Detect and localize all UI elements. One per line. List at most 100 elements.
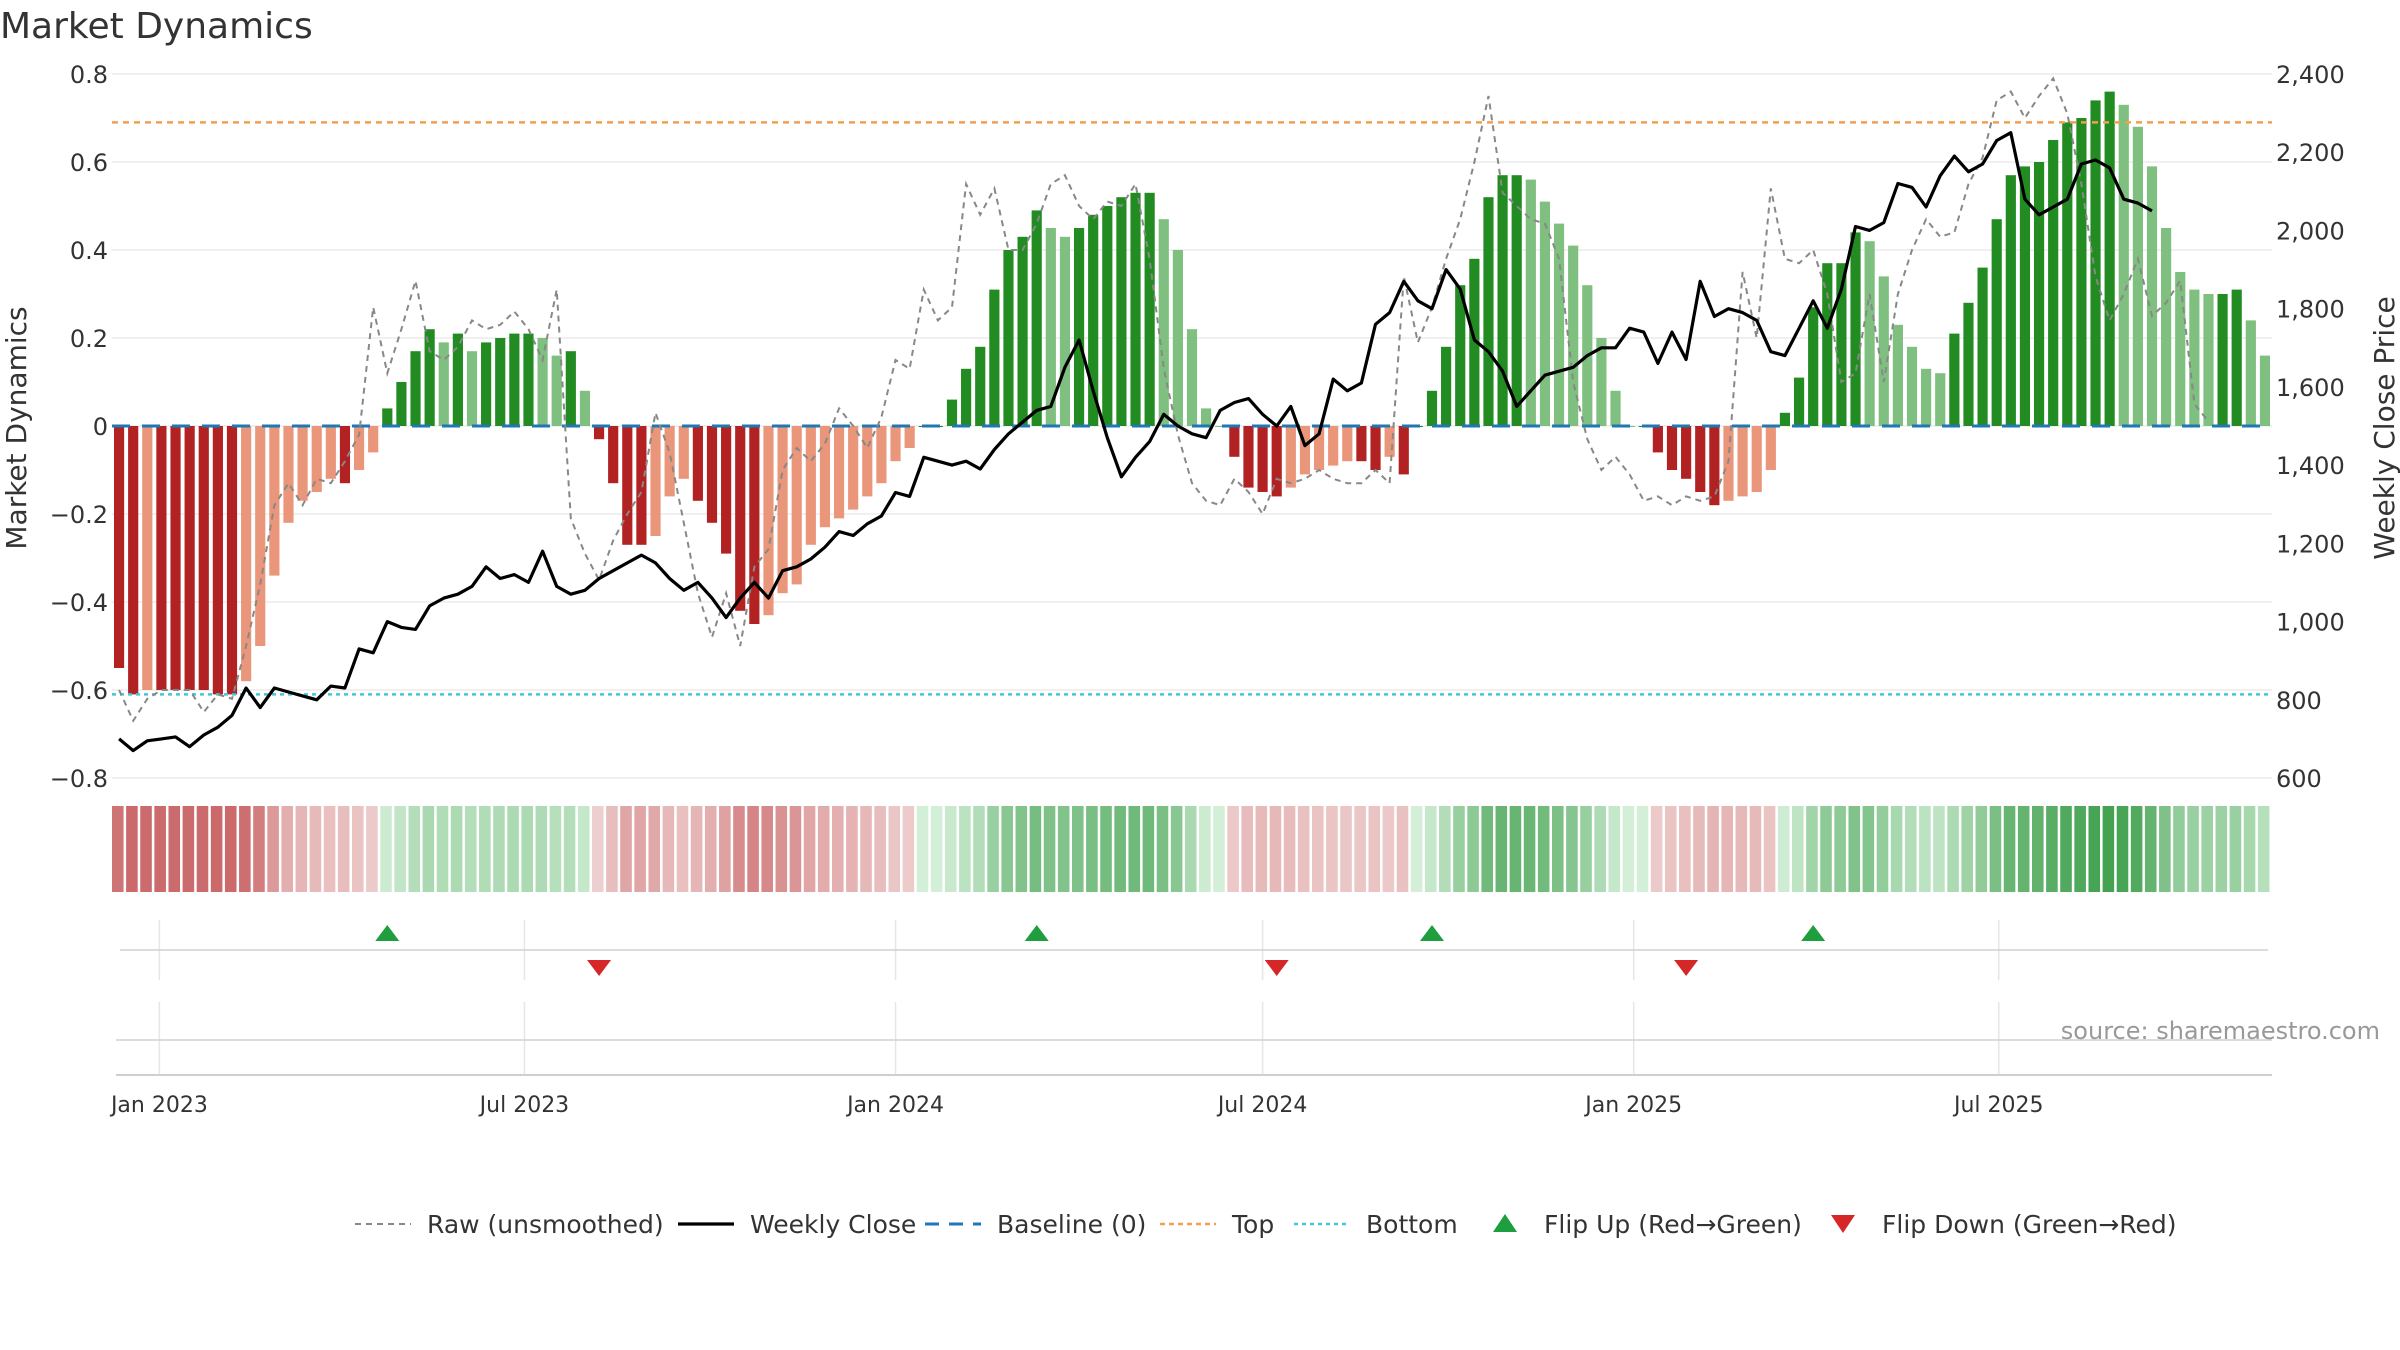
heat-cell (352, 806, 364, 892)
y-tick-right: 1,200 (2276, 530, 2345, 558)
legend-label: Raw (unsmoothed) (427, 1210, 664, 1239)
heat-cell (253, 806, 265, 892)
bar (1243, 426, 1254, 488)
heat-cell (1749, 806, 1762, 892)
bar (297, 426, 308, 501)
flip-down-marker (587, 960, 612, 976)
bar (692, 426, 703, 501)
bar (579, 390, 591, 426)
heat-cell (803, 806, 816, 892)
heat-cell (2003, 806, 2016, 892)
bar (1116, 197, 1127, 426)
bar (721, 426, 732, 554)
bar (664, 426, 675, 497)
bar (382, 408, 393, 426)
bar (650, 426, 661, 536)
x-tick-label: Jul 2025 (1952, 1093, 2044, 1118)
heat-cell (733, 806, 745, 892)
heat-cell (719, 806, 731, 892)
bar (2090, 100, 2101, 427)
heat-cell (1283, 806, 1296, 892)
heat-cell (1354, 806, 1366, 892)
heat-cell (1382, 806, 1395, 892)
bar (2161, 228, 2172, 426)
heat-cell (1636, 806, 1649, 892)
y-tick-left: 0 (93, 413, 108, 441)
heat-cell (832, 806, 844, 892)
bar (1878, 276, 1889, 426)
legend-item: Bottom (1294, 1210, 1458, 1239)
bar (198, 426, 209, 690)
bar (777, 426, 788, 594)
bar (212, 426, 223, 695)
legend: Raw (unsmoothed) Weekly Close Baseline (0)… (355, 1210, 2177, 1239)
heat-cell (1933, 806, 1945, 892)
legend-item: Baseline (0) (925, 1210, 1146, 1239)
bar (1553, 223, 1565, 426)
bar (2076, 118, 2087, 426)
y-tick-right: 2,400 (2276, 61, 2345, 89)
heat-cell (521, 806, 533, 892)
bar (1991, 219, 2002, 426)
bar (1822, 263, 1833, 426)
bar (283, 426, 294, 523)
heat-cell (1170, 806, 1183, 892)
heat-cell (182, 806, 195, 892)
bar (2132, 126, 2143, 427)
heat-cell (676, 806, 689, 892)
heat-cell (210, 806, 223, 892)
bar (2146, 166, 2158, 426)
heat-cell (1072, 806, 1084, 892)
bar (2175, 272, 2186, 426)
heat-cell (1156, 806, 1169, 892)
heat-cell (479, 806, 491, 892)
bar (1073, 228, 1085, 426)
bar (1455, 285, 1466, 426)
heat-cell (2017, 806, 2030, 892)
heat-cell (1114, 806, 1126, 892)
bar (481, 342, 492, 426)
bar (735, 426, 746, 611)
bar (1130, 192, 1141, 426)
heat-cell (1947, 806, 1959, 892)
bar (339, 426, 351, 484)
heat-cell (959, 806, 971, 892)
chart-title: Market Dynamics (0, 6, 313, 47)
reference-lines (112, 76, 2272, 753)
y-tick-right: 600 (2276, 765, 2322, 793)
bar (1441, 346, 1452, 426)
heat-cell (704, 806, 717, 892)
axis-ticks: 0.8 0.6 0.4 0.2 0 −0.2 −0.4 −0.6 −0.8 2,400 2,200 2… (50, 61, 2345, 1118)
heat-cell (1989, 806, 2002, 892)
heat-cell (2046, 806, 2058, 892)
bar (1652, 426, 1663, 453)
heat-cell (860, 806, 872, 892)
bar (551, 355, 562, 426)
heat-cell (1566, 806, 1578, 892)
legend-item: Flip Down (Green→Red) (1831, 1210, 2177, 1239)
bar (1017, 236, 1028, 426)
bar (1709, 426, 1720, 506)
bar (1257, 426, 1268, 492)
heat-cell (1128, 806, 1141, 892)
heat-cell (1213, 806, 1225, 892)
bar (2203, 294, 2214, 426)
bar (706, 426, 718, 523)
bar (1596, 338, 1607, 426)
bar (495, 338, 506, 426)
heat-cell (1509, 806, 1522, 892)
heat-cell (1834, 806, 1846, 892)
y-tick-right: 2,200 (2276, 139, 2345, 167)
bar (636, 426, 647, 545)
weekly-close-line (118, 131, 2153, 753)
flip-markers (116, 925, 2272, 1076)
bar (325, 426, 336, 479)
bar (890, 426, 901, 462)
bar (1031, 210, 1042, 426)
heat-cell (648, 806, 661, 892)
heat-cell (1523, 806, 1536, 892)
heat-cell (1679, 806, 1691, 892)
bar (311, 426, 322, 492)
heat-cell (1410, 806, 1423, 892)
heat-cell (549, 806, 562, 892)
